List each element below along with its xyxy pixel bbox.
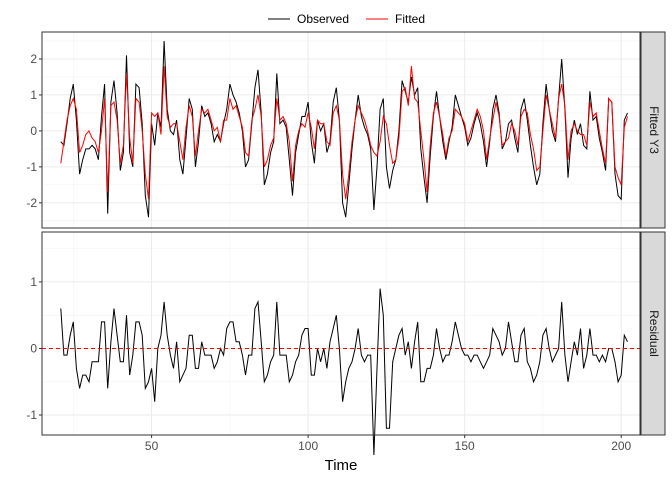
y-tick-label: -1 bbox=[26, 160, 37, 174]
x-axis-title: Time bbox=[325, 457, 358, 474]
fitted-line bbox=[60, 66, 628, 200]
x-tick-label: 50 bbox=[145, 439, 159, 453]
legend-label-fitted: Fitted bbox=[395, 12, 425, 26]
facet-strip-label: Fitted Y3 bbox=[647, 106, 661, 154]
panel-background bbox=[42, 32, 640, 228]
x-tick-label: 150 bbox=[455, 439, 475, 453]
legend-label-observed: Observed bbox=[297, 12, 349, 26]
facet-strip-label: Residual bbox=[647, 310, 661, 357]
x-tick-label: 100 bbox=[298, 439, 318, 453]
legend: Observed Fitted bbox=[268, 12, 425, 26]
panel-background bbox=[42, 232, 640, 435]
panel-border bbox=[41, 231, 641, 436]
residual-line bbox=[60, 288, 628, 456]
x-tick-label: 200 bbox=[611, 439, 631, 453]
observed-line bbox=[60, 40, 628, 218]
facet-strip bbox=[640, 231, 666, 436]
y-tick-label: -2 bbox=[26, 196, 37, 210]
y-tick-label: 0 bbox=[30, 124, 37, 138]
facet-strip bbox=[640, 31, 666, 229]
y-tick-label: 0 bbox=[30, 341, 37, 355]
y-tick-label: -1 bbox=[26, 408, 37, 422]
y-tick-label: 2 bbox=[30, 52, 37, 66]
y-tick-label: 1 bbox=[30, 275, 37, 289]
panel-border bbox=[41, 31, 641, 229]
y-tick-label: 1 bbox=[30, 88, 37, 102]
